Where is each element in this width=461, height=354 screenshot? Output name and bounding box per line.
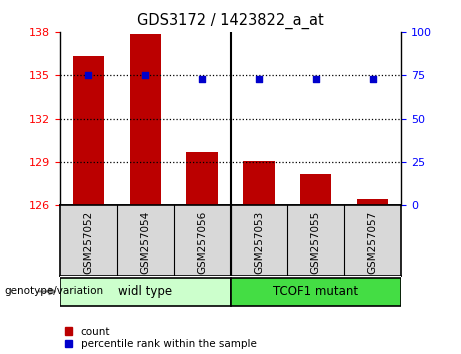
Title: GDS3172 / 1423822_a_at: GDS3172 / 1423822_a_at: [137, 13, 324, 29]
Point: [85, 73, 92, 78]
Text: GSM257056: GSM257056: [197, 211, 207, 274]
Text: TCOF1 mutant: TCOF1 mutant: [273, 285, 358, 298]
Text: widl type: widl type: [118, 285, 172, 298]
Point: [255, 76, 263, 81]
Text: GSM257054: GSM257054: [140, 211, 150, 274]
Legend: count, percentile rank within the sample: count, percentile rank within the sample: [65, 327, 257, 349]
Text: GSM257052: GSM257052: [83, 211, 94, 274]
Bar: [60, 278, 230, 306]
Text: GSM257055: GSM257055: [311, 211, 321, 274]
Point: [312, 76, 319, 81]
Point: [369, 76, 376, 81]
Text: GSM257053: GSM257053: [254, 211, 264, 274]
Text: GSM257057: GSM257057: [367, 211, 378, 274]
Bar: [130, 34, 161, 205]
Point: [198, 76, 206, 81]
Text: genotype/variation: genotype/variation: [5, 286, 104, 296]
Bar: [243, 161, 275, 205]
Point: [142, 73, 149, 78]
Bar: [357, 199, 388, 205]
Bar: [73, 56, 104, 205]
Bar: [230, 278, 401, 306]
Bar: [186, 152, 218, 205]
Bar: [300, 174, 331, 205]
